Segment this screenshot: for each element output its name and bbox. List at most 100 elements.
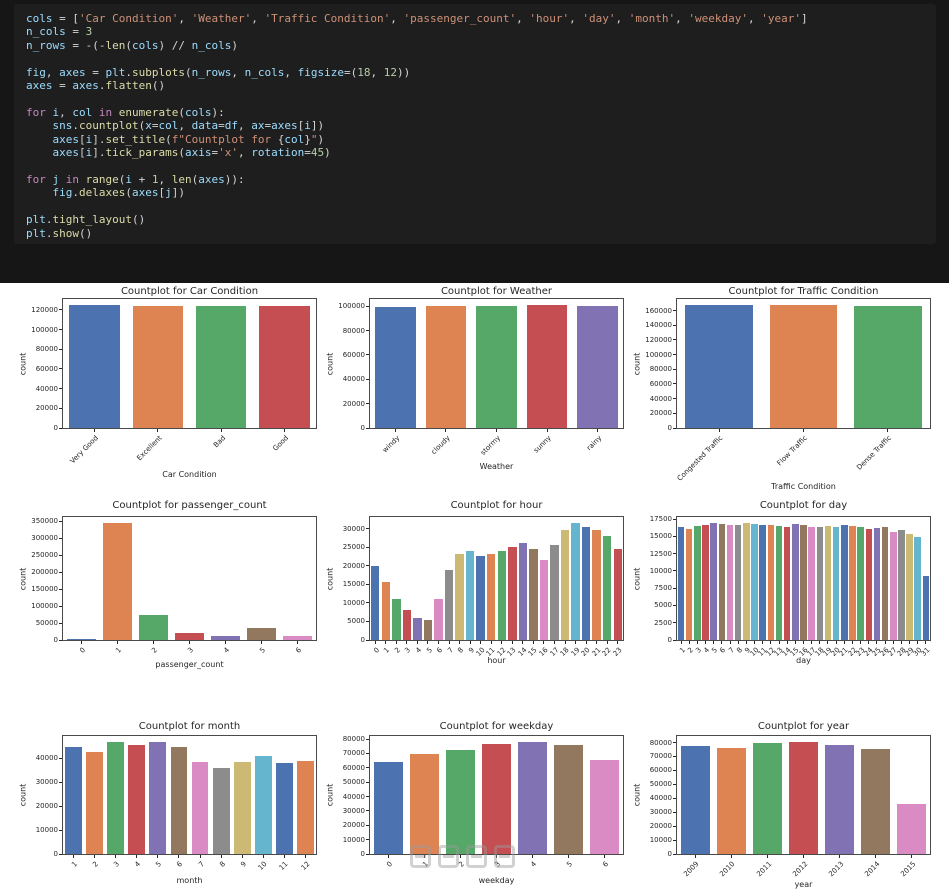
bar-2 <box>685 528 693 640</box>
bar-2 <box>138 615 168 640</box>
x-tick-mark <box>394 429 396 432</box>
x-tick-label: 3 <box>112 860 122 869</box>
y-tick-mark <box>673 398 676 400</box>
y-tick-mark <box>673 783 676 785</box>
x-axis-label: weekday <box>478 876 515 885</box>
y-tick-mark <box>366 427 369 429</box>
bar-3 <box>175 632 204 640</box>
y-tick-label: 80000 <box>342 326 365 335</box>
y-tick-label: 0 <box>667 636 672 644</box>
plot-area: 0 20000 40000 60000 80000 100000 120000 Very Go… <box>19 298 317 479</box>
y-tick-label: 40000 <box>35 754 58 763</box>
bar-15 <box>529 548 538 640</box>
x-tick-mark <box>152 641 154 644</box>
y-tick-mark <box>59 388 62 390</box>
bar-2011 <box>752 743 782 854</box>
x-tick-mark <box>438 641 440 644</box>
x-axis-label: hour <box>487 656 506 665</box>
x-tick-mark <box>688 641 690 644</box>
bar-4 <box>413 618 422 640</box>
x-tick-mark <box>851 641 853 644</box>
x-tick-label: 5 <box>424 646 434 655</box>
plot-area: 0 5000 10000 15000 20000 25000 30000 0 1 2 3 4 5 6 7 8 9… <box>326 516 624 665</box>
bar-2010 <box>716 747 746 854</box>
x-tick-mark <box>445 429 447 432</box>
x-tick-label: 2 <box>91 860 101 869</box>
bar-16 <box>800 525 807 640</box>
chart-hour: Countplot for hour 0 5000 10000 15000 20000 25… <box>321 486 628 689</box>
bar-15 <box>792 523 799 640</box>
y-tick-mark <box>673 535 676 537</box>
x-tick-label: 6 <box>435 646 445 655</box>
x-tick-label: 1 <box>114 646 123 655</box>
y-tick-label: 0 <box>53 850 58 858</box>
y-tick-mark <box>366 528 369 530</box>
bar-Dense Traffic <box>854 305 922 428</box>
bar-2009 <box>680 745 710 854</box>
bar-21 <box>841 525 848 640</box>
bar-2013 <box>825 744 855 854</box>
y-tick-label: 40000 <box>35 384 58 393</box>
y-tick-mark <box>59 309 62 311</box>
y-tick-mark <box>673 811 676 813</box>
x-tick-mark <box>597 429 599 432</box>
x-tick-mark <box>199 855 201 858</box>
y-tick-label: 20000 <box>342 399 365 408</box>
x-tick-label: windy <box>380 434 401 455</box>
x-tick-label: rainy <box>585 434 604 453</box>
x-tick-label: 4 <box>702 646 712 655</box>
x-tick-mark <box>819 641 821 644</box>
x-tick-label: 7 <box>196 860 206 869</box>
x-tick-mark <box>189 641 190 644</box>
x-tick-label: 2 <box>150 646 160 655</box>
y-tick-mark <box>366 546 369 548</box>
y-tick-label: 80000 <box>35 345 58 354</box>
code-line: axes = axes.flatten() <box>26 79 166 93</box>
y-tick-mark <box>59 368 62 370</box>
y-axis-label: count <box>632 567 642 590</box>
y-tick-label: 40000 <box>649 794 672 803</box>
y-tick-mark <box>59 329 62 331</box>
y-tick-label: 20000 <box>342 821 365 830</box>
y-tick-label: 10000 <box>649 836 672 845</box>
y-tick-label: 100000 <box>31 602 58 611</box>
y-tick-mark <box>366 796 369 797</box>
x-axis-label: Car Condition <box>162 470 217 479</box>
x-tick-mark <box>887 429 889 432</box>
x-tick-label: 4 <box>529 860 539 869</box>
plot-area: 0 20000 40000 60000 80000 100000 120000 140000 1… <box>633 298 931 491</box>
x-tick-label: 2015 <box>899 860 918 879</box>
x-tick-mark <box>261 641 263 644</box>
bar-8 <box>734 524 742 640</box>
x-tick-mark <box>696 641 698 644</box>
code-cell[interactable]: cols = ['Car Condition', 'Weather', 'Tra… <box>14 4 936 244</box>
x-tick-mark <box>729 641 731 644</box>
x-tick-mark <box>868 641 870 644</box>
bar-Congested Traffic <box>685 305 753 428</box>
bar-sunny <box>526 305 568 428</box>
bar-2 <box>86 751 104 854</box>
y-tick-label: 17500 <box>649 515 672 524</box>
bar-6 <box>283 636 313 640</box>
x-tick-label: 6 <box>601 860 611 869</box>
chart-title: Countplot for Traffic Condition <box>728 286 879 297</box>
y-tick-mark <box>366 378 369 380</box>
chart-weekday: Countplot for weekday 0 10000 20000 30000 400… <box>321 689 628 892</box>
x-tick-label: 2 <box>686 646 695 655</box>
y-tick-mark <box>673 853 676 855</box>
chart-traffic-condition: Countplot for Traffic Condition 0 20000 400… <box>628 283 935 491</box>
bar-26 <box>881 526 889 640</box>
code-lines: cols = ['Car Condition', 'Weather', 'Tra… <box>26 12 926 240</box>
y-tick-mark <box>366 824 369 826</box>
y-tick-mark <box>366 565 369 567</box>
x-axis-label: day <box>796 656 811 665</box>
y-axis-label: count <box>18 352 28 375</box>
x-tick-label: 6 <box>718 646 728 655</box>
x-tick-label: 0 <box>372 646 381 655</box>
x-axis-label: Traffic Condition <box>771 482 836 491</box>
y-tick-mark <box>673 383 676 385</box>
y-tick-label: 40000 <box>649 394 672 403</box>
y-tick-label: 200000 <box>31 568 58 577</box>
x-tick-label: 12 <box>299 860 312 872</box>
plot-area: 0 20000 40000 60000 80000 100000 windy cloudy st… <box>326 298 624 471</box>
